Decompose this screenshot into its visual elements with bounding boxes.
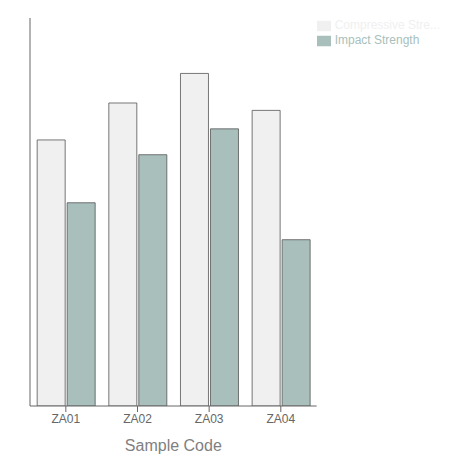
html-text:Impact Strength: Impact Strength [334, 32, 420, 47]
html-text:Compressive Stre...: Compressive Stre... [334, 18, 440, 32]
svg-text:ZA02: ZA02 [123, 412, 152, 426]
svg-text:ZA01: ZA01 [51, 412, 80, 426]
svg-text:Sample Code: Sample Code [125, 437, 222, 454]
svg-text:ZA03: ZA03 [195, 412, 224, 426]
svg-text:ZA04: ZA04 [266, 412, 295, 426]
